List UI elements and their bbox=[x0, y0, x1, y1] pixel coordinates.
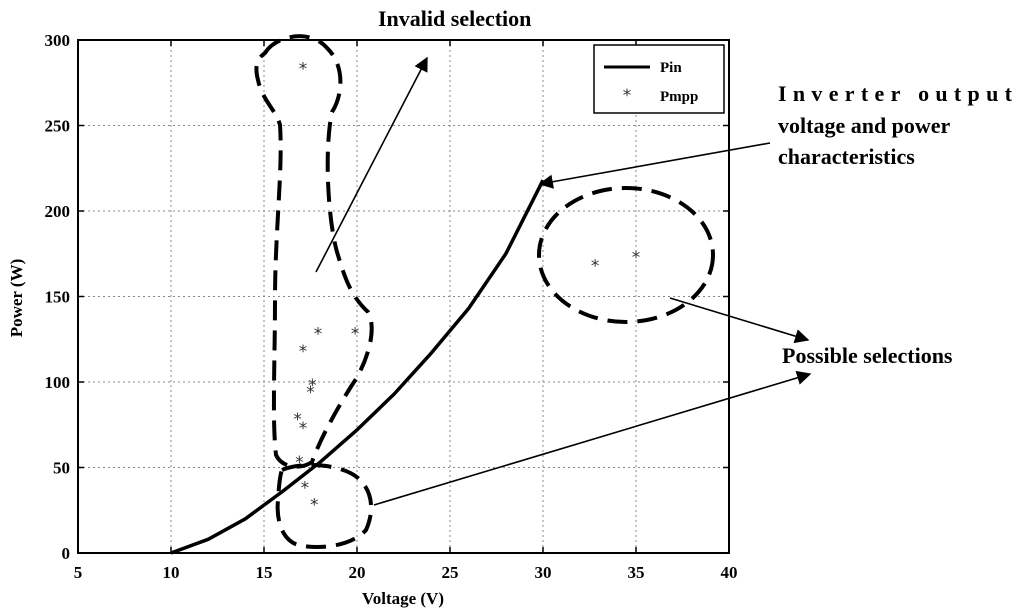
possible-arrow-lower bbox=[373, 370, 812, 506]
lower-possible-region-outline bbox=[275, 463, 374, 549]
invalid-arrow bbox=[315, 56, 428, 273]
y-axis-label: Power (W) bbox=[7, 259, 26, 338]
x-tick-label: 40 bbox=[721, 563, 738, 582]
pmpp-point: * bbox=[591, 256, 600, 276]
x-tick-label: 10 bbox=[163, 563, 180, 582]
x-tick-label: 15 bbox=[256, 563, 273, 582]
x-axis-label: Voltage (V) bbox=[362, 589, 444, 608]
y-tick-label: 50 bbox=[53, 459, 70, 478]
pmpp-point: * bbox=[632, 248, 641, 268]
pmpp-point: * bbox=[293, 410, 302, 430]
pmpp-point: * bbox=[301, 479, 310, 499]
annotation-inverter-line3: characteristics bbox=[778, 144, 915, 169]
annotation-inverter-line2: voltage and power bbox=[778, 113, 951, 138]
x-tick-label: 20 bbox=[349, 563, 366, 582]
annotation-inverter-line1: Inverter output bbox=[778, 81, 1013, 106]
series-pin-line bbox=[170, 179, 545, 555]
pmpp-point: * bbox=[299, 419, 308, 439]
annotation-possible-selections: Possible selections bbox=[782, 343, 953, 368]
upper-possible-region-outline bbox=[537, 186, 715, 324]
invalid-region-outline bbox=[254, 34, 374, 469]
pmpp-point: * bbox=[299, 342, 308, 362]
y-tick-label: 100 bbox=[45, 373, 71, 392]
pmpp-point: * bbox=[314, 325, 323, 345]
pmpp-point: * bbox=[299, 60, 308, 80]
annotation-arrows bbox=[315, 56, 812, 506]
annotation-invalid-selection: Invalid selection bbox=[378, 6, 531, 31]
inverter-arrow bbox=[538, 142, 771, 189]
legend: Pin * Pmpp bbox=[593, 44, 725, 114]
pmpp-point: * bbox=[308, 376, 317, 396]
series: *** ********* * bbox=[170, 60, 641, 555]
y-tick-label: 250 bbox=[45, 117, 71, 136]
x-tick-label: 30 bbox=[535, 563, 552, 582]
legend-pin-label: Pin bbox=[660, 60, 682, 76]
legend-pmpp-label: Pmpp bbox=[660, 89, 698, 105]
pmpp-point: * bbox=[351, 325, 360, 345]
y-tick-label: 150 bbox=[45, 288, 71, 307]
pmpp-point: * bbox=[295, 453, 304, 473]
pmpp-point: * bbox=[306, 383, 315, 403]
pmpp-point: * bbox=[310, 496, 319, 516]
grid-lines bbox=[78, 40, 729, 553]
axis-ticks: 5 10 15 20 25 30 35 40 0 50 100 150 200 250 300 bbox=[45, 31, 738, 582]
y-tick-label: 300 bbox=[45, 31, 71, 50]
y-tick-label: 200 bbox=[45, 202, 71, 221]
legend-pmpp-swatch: * bbox=[623, 86, 632, 106]
annotation-shapes bbox=[254, 34, 715, 549]
legend-box bbox=[593, 44, 725, 114]
x-tick-label: 25 bbox=[442, 563, 459, 582]
y-tick-label: 0 bbox=[62, 544, 71, 563]
possible-arrow-upper bbox=[669, 297, 810, 344]
x-tick-label: 35 bbox=[628, 563, 645, 582]
x-tick-label: 5 bbox=[74, 563, 83, 582]
